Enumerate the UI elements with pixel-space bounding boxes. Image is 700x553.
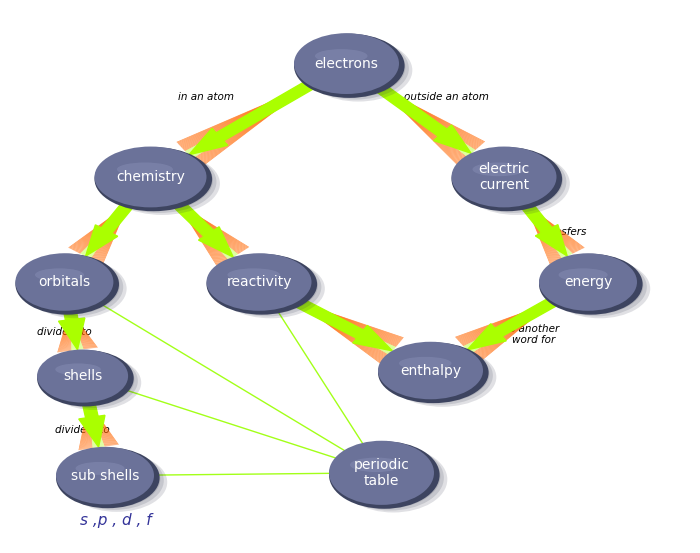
Ellipse shape bbox=[329, 441, 434, 505]
Ellipse shape bbox=[209, 255, 314, 312]
Ellipse shape bbox=[454, 148, 559, 209]
Text: electric
current: electric current bbox=[478, 162, 530, 192]
FancyArrow shape bbox=[294, 298, 392, 351]
Ellipse shape bbox=[100, 149, 213, 211]
Ellipse shape bbox=[94, 147, 212, 211]
Ellipse shape bbox=[59, 448, 157, 506]
Ellipse shape bbox=[212, 256, 318, 315]
Ellipse shape bbox=[539, 253, 637, 311]
FancyArrow shape bbox=[375, 84, 471, 153]
FancyArrow shape bbox=[173, 200, 233, 257]
Ellipse shape bbox=[56, 447, 154, 504]
Ellipse shape bbox=[117, 163, 173, 176]
Ellipse shape bbox=[384, 345, 489, 403]
Ellipse shape bbox=[547, 258, 647, 316]
Ellipse shape bbox=[452, 147, 562, 211]
Ellipse shape bbox=[304, 39, 412, 102]
Ellipse shape bbox=[21, 256, 120, 315]
Ellipse shape bbox=[37, 349, 128, 403]
Ellipse shape bbox=[559, 268, 608, 281]
Text: reactivity: reactivity bbox=[226, 275, 292, 289]
Ellipse shape bbox=[15, 253, 113, 311]
Ellipse shape bbox=[26, 259, 127, 319]
Ellipse shape bbox=[399, 357, 452, 370]
Ellipse shape bbox=[64, 451, 164, 510]
Ellipse shape bbox=[40, 351, 131, 404]
Ellipse shape bbox=[462, 152, 570, 215]
Ellipse shape bbox=[340, 446, 447, 513]
Ellipse shape bbox=[335, 444, 440, 509]
Text: chemistry: chemistry bbox=[116, 170, 185, 184]
Ellipse shape bbox=[300, 36, 405, 98]
Ellipse shape bbox=[350, 457, 402, 472]
Text: transfers: transfers bbox=[540, 227, 587, 237]
Ellipse shape bbox=[459, 151, 566, 213]
Ellipse shape bbox=[550, 259, 650, 319]
FancyArrow shape bbox=[79, 401, 105, 447]
Ellipse shape bbox=[56, 447, 160, 508]
Ellipse shape bbox=[294, 33, 399, 94]
FancyArrow shape bbox=[521, 202, 567, 256]
Ellipse shape bbox=[302, 38, 409, 100]
Text: electrons: electrons bbox=[314, 56, 379, 71]
Ellipse shape bbox=[381, 343, 486, 401]
Ellipse shape bbox=[97, 148, 209, 209]
Ellipse shape bbox=[545, 256, 643, 315]
Ellipse shape bbox=[452, 147, 556, 207]
FancyArrow shape bbox=[59, 310, 85, 349]
Ellipse shape bbox=[214, 258, 321, 316]
Ellipse shape bbox=[294, 34, 405, 98]
Ellipse shape bbox=[23, 258, 123, 316]
Text: outside an atom: outside an atom bbox=[404, 92, 489, 102]
Ellipse shape bbox=[337, 445, 444, 510]
FancyArrow shape bbox=[85, 202, 133, 256]
Ellipse shape bbox=[35, 268, 84, 281]
Text: periodic
table: periodic table bbox=[354, 458, 410, 488]
Ellipse shape bbox=[297, 35, 402, 96]
Ellipse shape bbox=[206, 253, 312, 311]
Text: in an atom: in an atom bbox=[178, 92, 234, 102]
Ellipse shape bbox=[66, 452, 167, 512]
Ellipse shape bbox=[104, 152, 220, 215]
Ellipse shape bbox=[539, 254, 643, 315]
Text: is another
word for: is another word for bbox=[508, 324, 559, 346]
Ellipse shape bbox=[76, 462, 125, 475]
Text: shells: shells bbox=[63, 369, 102, 383]
Ellipse shape bbox=[473, 163, 525, 176]
Text: enthalpy: enthalpy bbox=[400, 363, 461, 378]
Ellipse shape bbox=[332, 442, 437, 507]
Text: divide into: divide into bbox=[37, 327, 92, 337]
Ellipse shape bbox=[43, 353, 134, 406]
Ellipse shape bbox=[37, 350, 134, 406]
Ellipse shape bbox=[457, 149, 563, 211]
Ellipse shape bbox=[542, 255, 640, 312]
Ellipse shape bbox=[206, 254, 317, 315]
Ellipse shape bbox=[389, 347, 496, 407]
FancyArrow shape bbox=[467, 298, 556, 350]
Ellipse shape bbox=[228, 268, 280, 281]
Text: s ,p , d , f: s ,p , d , f bbox=[80, 513, 152, 528]
Ellipse shape bbox=[18, 255, 116, 312]
Ellipse shape bbox=[378, 342, 489, 403]
Ellipse shape bbox=[55, 363, 101, 375]
Ellipse shape bbox=[102, 151, 216, 213]
Ellipse shape bbox=[329, 441, 440, 509]
Ellipse shape bbox=[48, 356, 141, 410]
Text: divide into: divide into bbox=[55, 425, 110, 435]
Ellipse shape bbox=[94, 147, 206, 207]
Ellipse shape bbox=[217, 259, 325, 319]
FancyArrow shape bbox=[189, 81, 313, 155]
Ellipse shape bbox=[45, 354, 138, 408]
Text: sub shells: sub shells bbox=[71, 468, 139, 483]
Ellipse shape bbox=[62, 450, 160, 508]
Ellipse shape bbox=[315, 49, 368, 63]
Ellipse shape bbox=[378, 342, 483, 399]
Text: orbitals: orbitals bbox=[38, 275, 90, 289]
Ellipse shape bbox=[15, 254, 119, 315]
Text: energy: energy bbox=[564, 275, 612, 289]
Ellipse shape bbox=[386, 346, 493, 405]
